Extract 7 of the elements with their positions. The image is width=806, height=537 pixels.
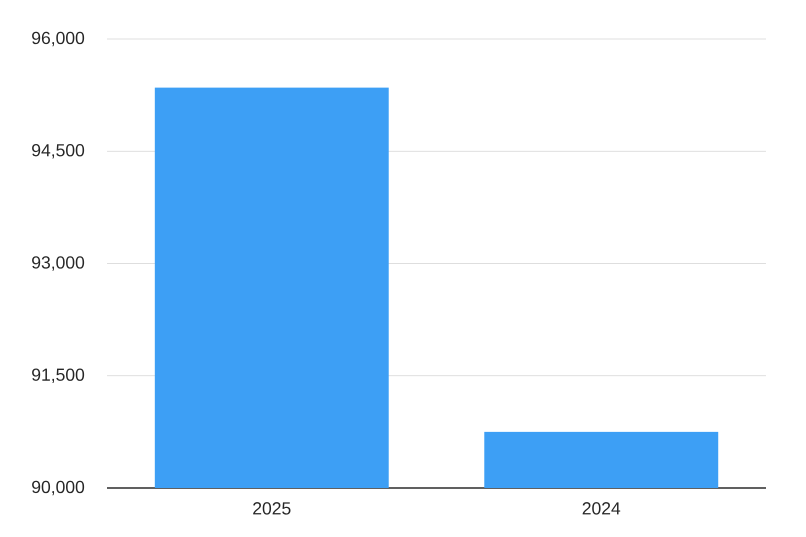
y-tick-label: 96,000 [32,32,84,46]
y-tick-label: 90,000 [32,480,84,496]
y-tick-label: 94,500 [32,144,84,158]
y-tick-label: 91,500 [32,368,84,383]
x-tick-label: 2024 [582,502,620,515]
y-tick-label: 93,000 [32,256,84,271]
x-tick-label: 2025 [253,502,290,515]
